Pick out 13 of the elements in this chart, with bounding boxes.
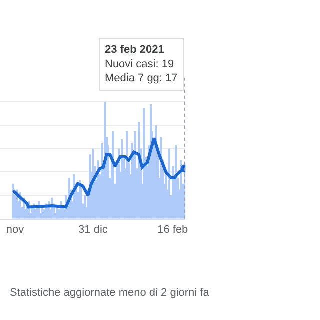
bar	[143, 108, 145, 219]
text: Statistiche aggiornate meno di 2 giorni fa	[10, 287, 210, 299]
bar	[126, 131, 128, 219]
x-tick-label: nov	[6, 224, 25, 236]
x-tick-label: 31 dic	[78, 224, 108, 236]
text: 23 feb 2021 Nuovi casi: 19 Media 7 gg: 17	[105, 44, 178, 85]
bar	[180, 160, 182, 219]
bar	[121, 140, 123, 219]
bar	[104, 102, 106, 219]
x-tick-label: 16 feb	[158, 224, 188, 236]
bar	[138, 122, 140, 219]
bar	[175, 145, 177, 219]
bar	[92, 148, 94, 219]
